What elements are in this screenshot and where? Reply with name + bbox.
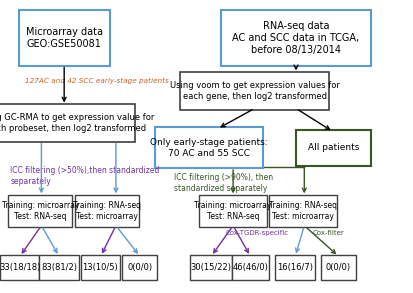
FancyBboxPatch shape	[155, 127, 262, 168]
Text: 13(10/5): 13(10/5)	[82, 263, 118, 272]
Text: 33(18/18): 33(18/18)	[0, 263, 40, 272]
FancyBboxPatch shape	[8, 195, 72, 227]
Text: 0(0/0): 0(0/0)	[325, 263, 350, 272]
Text: 30(15/22): 30(15/22)	[190, 263, 231, 272]
FancyBboxPatch shape	[180, 72, 328, 110]
Text: Using voom to get expression values for
each gene, then log2 transformed: Using voom to get expression values for …	[169, 81, 339, 101]
FancyBboxPatch shape	[231, 255, 268, 280]
FancyBboxPatch shape	[39, 255, 78, 280]
Text: Using GC-RMA to get expression value for
each probeset, then log2 transformed: Using GC-RMA to get expression value for…	[0, 113, 154, 133]
Text: 127AC and 42 SCC early-stage patients: 127AC and 42 SCC early-stage patients	[25, 78, 168, 84]
FancyBboxPatch shape	[268, 195, 337, 227]
FancyBboxPatch shape	[19, 10, 109, 66]
Text: Cox-TGDR-specific: Cox-TGDR-specific	[225, 230, 288, 236]
FancyBboxPatch shape	[74, 195, 138, 227]
Text: All patients: All patients	[307, 144, 358, 152]
Text: 16(16/7): 16(16/7)	[276, 263, 312, 272]
Text: Cox-filter: Cox-filter	[312, 230, 344, 236]
FancyBboxPatch shape	[275, 255, 314, 280]
Text: ICC filtering (>90%), then
standardized separately: ICC filtering (>90%), then standardized …	[173, 173, 272, 193]
Text: Training: microarray
Test: RNA-seq: Training: microarray Test: RNA-seq	[2, 201, 79, 221]
Text: Training: RNA-seq
Test: microarray: Training: RNA-seq Test: microarray	[268, 201, 337, 221]
Text: RNA-seq data
AC and SCC data in TCGA,
before 08/13/2014: RNA-seq data AC and SCC data in TCGA, be…	[232, 21, 359, 55]
FancyBboxPatch shape	[221, 10, 370, 66]
FancyBboxPatch shape	[295, 130, 370, 166]
Text: ICC filtering (>50%),then standardized
separately: ICC filtering (>50%),then standardized s…	[10, 166, 159, 186]
FancyBboxPatch shape	[122, 255, 157, 280]
Text: 0(0/0): 0(0/0)	[127, 263, 152, 272]
Text: 46(46/0): 46(46/0)	[232, 263, 268, 272]
FancyBboxPatch shape	[0, 255, 39, 280]
FancyBboxPatch shape	[198, 195, 266, 227]
Text: Microarray data
GEO:GSE50081: Microarray data GEO:GSE50081	[26, 27, 102, 49]
Text: Only early-stage patients:
70 AC and 55 SCC: Only early-stage patients: 70 AC and 55 …	[150, 138, 267, 158]
Text: 83(81/2): 83(81/2)	[41, 263, 77, 272]
FancyBboxPatch shape	[0, 104, 134, 142]
FancyBboxPatch shape	[81, 255, 120, 280]
Text: Training: RNA-seq
Test: microarray: Training: RNA-seq Test: microarray	[72, 201, 140, 221]
FancyBboxPatch shape	[190, 255, 231, 280]
Text: Training: microarray
Test: RNA-seq: Training: microarray Test: RNA-seq	[194, 201, 271, 221]
FancyBboxPatch shape	[320, 255, 355, 280]
